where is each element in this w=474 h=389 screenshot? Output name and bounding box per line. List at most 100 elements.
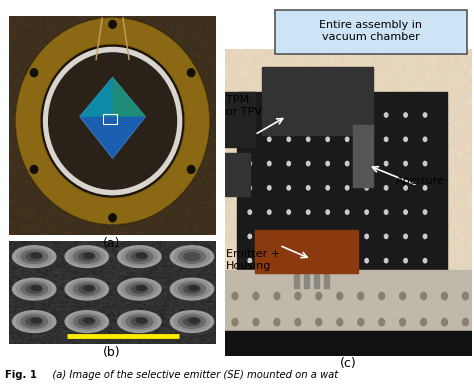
Circle shape bbox=[295, 319, 301, 326]
Circle shape bbox=[126, 250, 153, 263]
Polygon shape bbox=[113, 77, 146, 117]
Circle shape bbox=[73, 250, 100, 263]
Text: Aperture: Aperture bbox=[396, 176, 445, 186]
Circle shape bbox=[248, 161, 252, 166]
Circle shape bbox=[346, 113, 349, 117]
Circle shape bbox=[187, 165, 195, 173]
Circle shape bbox=[170, 278, 214, 300]
Circle shape bbox=[463, 292, 468, 300]
Polygon shape bbox=[80, 77, 113, 117]
Circle shape bbox=[423, 259, 427, 263]
Circle shape bbox=[184, 285, 200, 293]
Circle shape bbox=[49, 53, 176, 189]
Circle shape bbox=[248, 137, 252, 142]
Bar bbox=[103, 114, 117, 124]
Circle shape bbox=[174, 248, 210, 265]
Circle shape bbox=[365, 210, 368, 214]
Circle shape bbox=[326, 259, 329, 263]
Circle shape bbox=[31, 253, 41, 258]
Bar bbox=[304, 270, 309, 288]
Circle shape bbox=[346, 234, 349, 238]
Circle shape bbox=[346, 186, 349, 190]
Circle shape bbox=[30, 165, 38, 173]
Circle shape bbox=[287, 161, 291, 166]
Circle shape bbox=[137, 253, 146, 258]
Circle shape bbox=[287, 186, 291, 190]
Circle shape bbox=[295, 292, 301, 300]
Circle shape bbox=[307, 113, 310, 117]
Circle shape bbox=[13, 246, 56, 268]
Circle shape bbox=[423, 210, 427, 214]
Text: TPM
or TPV: TPM or TPV bbox=[226, 95, 262, 117]
Circle shape bbox=[253, 292, 259, 300]
Circle shape bbox=[84, 318, 94, 323]
Circle shape bbox=[69, 248, 104, 265]
Circle shape bbox=[21, 315, 47, 328]
Text: (a) Image of the selective emitter (SE) mounted on a wat: (a) Image of the selective emitter (SE) … bbox=[43, 370, 338, 380]
Circle shape bbox=[267, 161, 271, 166]
Circle shape bbox=[65, 75, 127, 141]
Circle shape bbox=[109, 20, 116, 28]
Circle shape bbox=[326, 186, 329, 190]
Circle shape bbox=[232, 319, 238, 326]
Circle shape bbox=[326, 113, 329, 117]
Circle shape bbox=[131, 285, 147, 293]
Bar bbox=[237, 92, 447, 276]
Circle shape bbox=[248, 234, 252, 238]
Circle shape bbox=[384, 137, 388, 142]
Circle shape bbox=[26, 317, 43, 326]
Circle shape bbox=[307, 161, 310, 166]
Bar bbox=[294, 270, 299, 288]
Circle shape bbox=[131, 252, 147, 261]
Circle shape bbox=[307, 259, 310, 263]
Circle shape bbox=[118, 311, 161, 333]
Circle shape bbox=[179, 250, 205, 263]
Bar bbox=[225, 331, 472, 356]
Circle shape bbox=[118, 278, 161, 300]
FancyBboxPatch shape bbox=[274, 10, 467, 54]
Bar bbox=[225, 92, 255, 147]
Circle shape bbox=[84, 253, 94, 258]
Circle shape bbox=[365, 137, 368, 142]
Circle shape bbox=[184, 252, 200, 261]
Circle shape bbox=[267, 137, 271, 142]
Circle shape bbox=[44, 47, 182, 194]
Circle shape bbox=[73, 282, 100, 296]
Circle shape bbox=[248, 113, 252, 117]
Circle shape bbox=[79, 252, 95, 261]
Circle shape bbox=[326, 234, 329, 238]
Circle shape bbox=[442, 319, 447, 326]
Circle shape bbox=[337, 292, 343, 300]
Circle shape bbox=[384, 210, 388, 214]
Circle shape bbox=[189, 318, 199, 323]
Circle shape bbox=[267, 210, 271, 214]
Circle shape bbox=[274, 319, 280, 326]
Circle shape bbox=[170, 246, 214, 268]
Circle shape bbox=[17, 248, 52, 265]
Circle shape bbox=[126, 315, 153, 328]
Circle shape bbox=[248, 210, 252, 214]
Circle shape bbox=[137, 286, 146, 291]
Circle shape bbox=[384, 259, 388, 263]
Circle shape bbox=[420, 319, 427, 326]
Circle shape bbox=[131, 317, 147, 326]
Circle shape bbox=[326, 137, 329, 142]
Circle shape bbox=[16, 18, 210, 224]
Circle shape bbox=[307, 210, 310, 214]
Circle shape bbox=[30, 69, 38, 77]
Circle shape bbox=[21, 282, 47, 296]
Text: (b): (b) bbox=[102, 345, 120, 359]
Polygon shape bbox=[80, 77, 146, 158]
Circle shape bbox=[384, 234, 388, 238]
Circle shape bbox=[358, 319, 364, 326]
Circle shape bbox=[358, 292, 364, 300]
Circle shape bbox=[316, 319, 322, 326]
Circle shape bbox=[346, 161, 349, 166]
Circle shape bbox=[122, 280, 157, 298]
Circle shape bbox=[442, 292, 447, 300]
Circle shape bbox=[365, 186, 368, 190]
Circle shape bbox=[122, 248, 157, 265]
Circle shape bbox=[287, 137, 291, 142]
Circle shape bbox=[346, 259, 349, 263]
Circle shape bbox=[365, 161, 368, 166]
